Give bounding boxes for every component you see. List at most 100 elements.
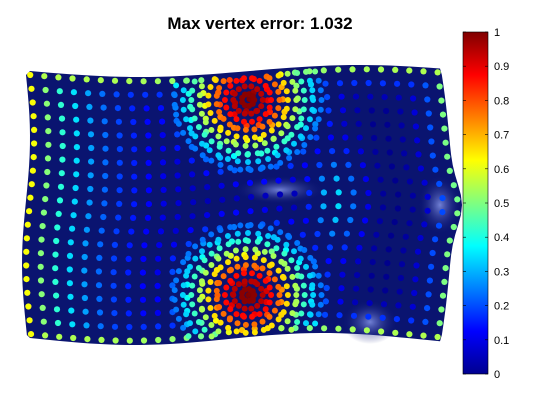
vertex-point: [233, 272, 240, 279]
vertex-point: [271, 81, 278, 88]
vertex-point: [298, 78, 305, 85]
vertex-point: [273, 143, 280, 150]
vertex-point: [301, 247, 308, 253]
vertex-point: [174, 158, 181, 165]
vertex-point: [294, 149, 301, 155]
vertex-point: [358, 231, 365, 238]
vertex-point: [207, 279, 214, 285]
vertex-point: [409, 192, 416, 199]
vertex-point: [87, 185, 94, 193]
vertex-point: [422, 318, 429, 325]
vertex-point: [276, 97, 283, 103]
vertex-point: [318, 175, 325, 182]
vertex-point: [208, 157, 215, 164]
vertex-point: [306, 325, 313, 332]
vertex-point: [234, 230, 241, 237]
vertex-point: [386, 149, 393, 156]
vertex-point: [384, 121, 391, 128]
vertex-point: [424, 96, 431, 103]
vertex-point: [216, 85, 223, 91]
vertex-point: [69, 75, 76, 82]
vertex-point: [215, 328, 222, 335]
colorbar-tick-label: 0: [494, 369, 500, 381]
vertex-point: [192, 145, 199, 152]
vertex-point: [216, 280, 223, 286]
vertex-point: [81, 267, 88, 274]
vertex-point: [28, 181, 35, 188]
vertex-point: [241, 313, 247, 320]
vertex-point: [266, 284, 273, 291]
vertex-point: [206, 147, 213, 154]
vertex-point: [368, 107, 375, 114]
vertex-point: [160, 200, 167, 207]
vertex-point: [211, 312, 218, 319]
vertex-point: [38, 291, 45, 298]
vertex-point: [315, 272, 322, 279]
vertex-point: [142, 91, 149, 98]
vertex-point: [140, 337, 148, 344]
vertex-point: [57, 183, 65, 190]
vertex-point: [81, 294, 88, 302]
vertex-point: [303, 125, 309, 132]
vertex-point: [27, 331, 35, 338]
vertex-point: [276, 205, 283, 212]
vertex-point: [45, 141, 52, 148]
vertex-point: [67, 293, 74, 300]
vertex-point: [88, 158, 95, 165]
vertex-point: [196, 296, 203, 303]
vertex-point: [409, 303, 416, 310]
vertex-point: [155, 255, 162, 262]
vertex-point: [126, 242, 133, 249]
vertex-point: [353, 285, 360, 292]
vertex-point: [99, 90, 106, 97]
vertex-point: [300, 87, 307, 94]
vertex-point: [155, 336, 162, 344]
vertex-point: [394, 205, 401, 212]
vertex-point: [42, 196, 49, 203]
vertex-point: [323, 284, 330, 292]
vertex-point: [154, 309, 161, 316]
vertex-point: [254, 281, 261, 288]
vertex-point: [183, 77, 190, 84]
vertex-point: [256, 77, 263, 84]
vertex-point: [44, 168, 51, 176]
vertex-point: [180, 282, 187, 289]
vertex-point: [39, 223, 46, 230]
vertex-point: [233, 77, 240, 84]
vertex-point: [288, 218, 295, 225]
vertex-point: [208, 262, 215, 268]
vertex-point: [68, 307, 75, 314]
vertex-point: [102, 172, 109, 180]
vertex-point: [145, 173, 152, 180]
vertex-point: [223, 299, 230, 306]
vertex-point: [237, 166, 244, 173]
vertex-point: [401, 150, 408, 157]
vertex-point: [110, 269, 117, 276]
vertex-point: [217, 161, 224, 168]
vertex-point: [189, 301, 196, 308]
vertex-point: [55, 210, 62, 217]
vertex-point: [129, 105, 136, 112]
vertex-point: [434, 69, 441, 76]
vertex-point: [270, 136, 277, 142]
vertex-point: [191, 273, 198, 280]
vertex-point: [231, 103, 238, 110]
vertex-point: [183, 272, 190, 279]
vertex-point: [211, 117, 218, 124]
vertex-point: [363, 66, 370, 73]
vertex-point: [56, 333, 63, 340]
vertex-point: [441, 125, 448, 132]
vertex-point: [428, 138, 435, 145]
vertex-point: [191, 310, 198, 317]
vertex-point: [242, 262, 249, 269]
vertex-point: [111, 77, 119, 84]
vertex-point: [292, 282, 299, 289]
vertex-point: [175, 120, 182, 127]
vertex-point: [130, 132, 137, 139]
vertex-point: [180, 324, 187, 331]
vertex-point: [40, 318, 47, 325]
vertex-point: [110, 255, 118, 262]
vertex-point: [185, 250, 192, 257]
vertex-point: [116, 173, 123, 180]
vertex-point: [249, 118, 255, 125]
